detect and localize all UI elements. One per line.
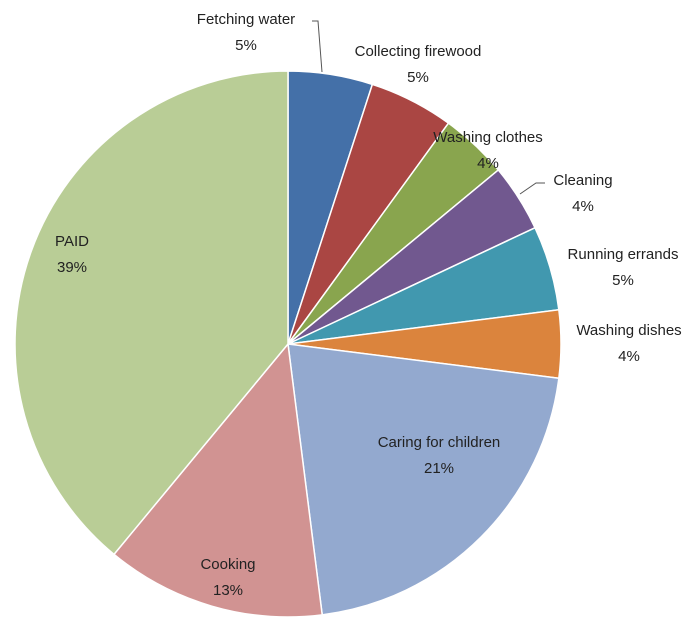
category-label: Fetching water [197,11,295,28]
category-label: Washing clothes [433,129,543,146]
value-label: 4% [618,348,640,365]
pie-slice [287,343,560,616]
value-label: 13% [213,582,243,599]
value-label: 5% [235,37,257,54]
category-label: Caring for children [378,434,501,451]
category-label: Collecting firewood [355,43,482,60]
value-label: 4% [572,198,594,215]
category-label: Cooking [200,556,255,573]
value-label: 4% [477,155,499,172]
category-label: PAID [55,233,89,250]
labels: Fetching water 5% Collecting firewood 5% Was… [55,11,682,599]
pie-slice [112,342,324,618]
category-label: Washing dishes [576,322,681,339]
category-label: Cleaning [553,172,612,189]
leader-line [312,20,323,73]
value-label: 21% [424,460,454,477]
leader-line [519,182,545,195]
slices [14,70,562,618]
value-label: 5% [407,69,429,86]
value-label: 5% [612,272,634,289]
category-label: Running errands [568,246,679,263]
pie-slice [14,70,289,556]
value-label: 39% [57,259,87,276]
